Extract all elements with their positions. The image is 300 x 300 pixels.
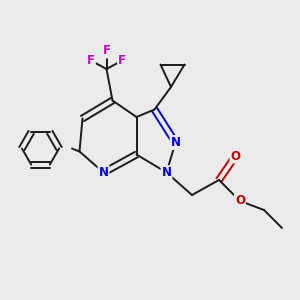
Text: N: N: [98, 166, 109, 179]
Text: F: F: [103, 44, 110, 58]
Text: F: F: [118, 54, 126, 67]
Text: F: F: [87, 54, 95, 67]
Text: O: O: [230, 149, 241, 163]
Text: N: N: [161, 166, 172, 179]
Text: N: N: [170, 136, 181, 149]
Text: O: O: [235, 194, 245, 208]
